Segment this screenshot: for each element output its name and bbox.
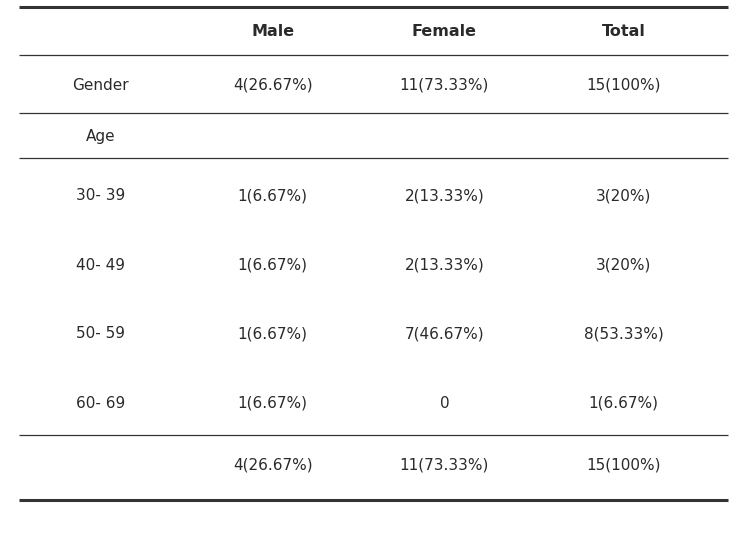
- Text: 2(13.33%): 2(13.33%): [405, 257, 484, 273]
- Text: 4(26.67%): 4(26.67%): [233, 78, 312, 93]
- Text: 15(100%): 15(100%): [586, 457, 661, 473]
- Text: 1(6.67%): 1(6.67%): [238, 396, 308, 410]
- Text: Female: Female: [412, 24, 477, 40]
- Text: 4(26.67%): 4(26.67%): [233, 457, 312, 473]
- Text: 1(6.67%): 1(6.67%): [238, 327, 308, 342]
- Text: 3(20%): 3(20%): [596, 257, 651, 273]
- Text: 40- 49: 40- 49: [76, 257, 125, 273]
- Text: 1(6.67%): 1(6.67%): [238, 188, 308, 203]
- Text: Age: Age: [86, 129, 116, 144]
- Text: 3(20%): 3(20%): [596, 188, 651, 203]
- Text: 11(73.33%): 11(73.33%): [400, 78, 489, 93]
- Text: 1(6.67%): 1(6.67%): [589, 396, 659, 410]
- Text: 15(100%): 15(100%): [586, 78, 661, 93]
- Text: 0: 0: [440, 396, 449, 410]
- Text: Male: Male: [251, 24, 294, 40]
- Text: 8(53.33%): 8(53.33%): [584, 327, 663, 342]
- Text: 50- 59: 50- 59: [76, 327, 125, 342]
- Text: 2(13.33%): 2(13.33%): [405, 188, 484, 203]
- Text: 30- 39: 30- 39: [76, 188, 125, 203]
- Text: 1(6.67%): 1(6.67%): [238, 257, 308, 273]
- Text: 60- 69: 60- 69: [76, 396, 125, 410]
- Text: 11(73.33%): 11(73.33%): [400, 457, 489, 473]
- Text: Gender: Gender: [72, 78, 129, 93]
- Text: 7(46.67%): 7(46.67%): [405, 327, 484, 342]
- Text: Total: Total: [602, 24, 645, 40]
